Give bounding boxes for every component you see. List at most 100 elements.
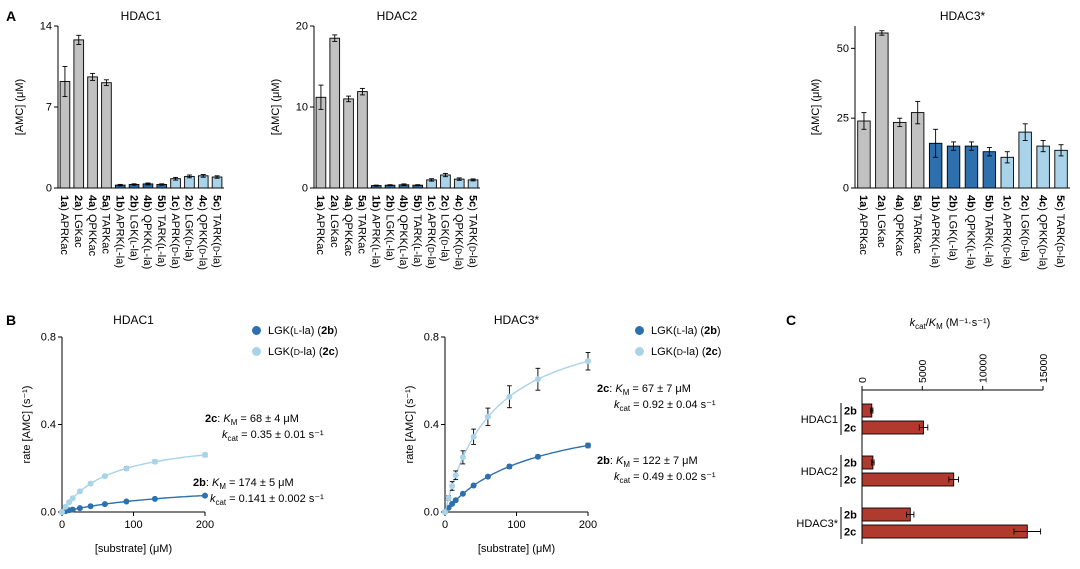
hdac3-kinetics-plot: HDAC3* rate [AMC] (s⁻¹) 0.0 0.4 0.8 0 100 200 [s…	[403, 312, 628, 569]
annotation-line2: kcat = 0.35 ± 0.01 s⁻¹	[222, 429, 324, 444]
hdac1-2b-kinetics-annotation: 2b: KM = 174 ± 5 μM kcat = 0.141 ± 0.002 …	[193, 476, 324, 509]
x-category-label: 5b) TARK(L-la)	[155, 195, 167, 267]
data-point	[449, 500, 456, 507]
data-point	[202, 492, 208, 499]
data-point	[459, 454, 466, 461]
row-label: 2c	[844, 475, 856, 487]
x-category-label: 5b) TARK(L-la)	[983, 195, 995, 267]
x-category-label: 4a) QPKKac	[893, 195, 905, 257]
y-tick-label: 0.0	[424, 507, 439, 519]
bar	[59, 81, 71, 189]
data-point	[484, 473, 491, 480]
bar	[861, 524, 1028, 539]
x-category-label: 4a) QPKKac	[86, 195, 98, 257]
x-category-label: 2b) LGK(L-la)	[127, 195, 139, 261]
y-tick-label: 0.0	[41, 507, 56, 519]
group-label: HDAC3*	[796, 518, 838, 530]
fit-curve	[444, 360, 589, 513]
y-tick-label: 0	[843, 183, 849, 195]
data-point	[470, 433, 477, 440]
x-category-label: 5a) TARKac	[356, 195, 368, 254]
legend-marker	[252, 326, 261, 335]
legend-item: LGK(D-la) (2c)	[252, 341, 338, 362]
row-label: 2c	[844, 527, 856, 539]
x-category-label: 4c) QPKK(D-la)	[1036, 195, 1048, 270]
panel-a-label: A	[6, 8, 17, 24]
x-category-label: 2a) LGKac	[328, 195, 340, 248]
data-point	[101, 473, 108, 480]
y-tick-label: 0.8	[424, 332, 439, 344]
x-category-label: 2c) LGK(D-la)	[439, 195, 451, 261]
x-category-label: 1c) APRK(D-la)	[1001, 195, 1013, 269]
legend-marker	[635, 326, 644, 335]
row-label: 2b	[844, 458, 857, 470]
legend-item: LGK(D-la) (2c)	[635, 341, 721, 362]
x-category-label: 1a) APRKac	[314, 195, 326, 255]
y-tick-label: 50	[837, 43, 849, 55]
data-point	[452, 497, 459, 504]
kcat-km-bar-chart: 0 5000 10000 15000 HDAC1 2b 2c HDAC2 2b 2c HDAC3* 2…	[795, 334, 1080, 569]
data-point	[452, 472, 459, 479]
row-label: 2c	[844, 423, 856, 435]
data-point	[87, 480, 94, 487]
annotation-line1: 2b: KM = 174 ± 5 μM	[193, 477, 294, 492]
fit-curve	[61, 494, 206, 513]
hdac3-2b-kinetics-annotation: 2b: KM = 122 ± 7 μM kcat = 0.49 ± 0.02 s⁻…	[597, 454, 716, 487]
x-category-label: 1b) APRK(L-la)	[370, 195, 382, 268]
x-category-label: 5c) TARK(D-la)	[210, 195, 222, 268]
annotation-line1: 2c: KM = 67 ± 7 μM	[597, 383, 691, 398]
x-category-label: 2b) LGK(L-la)	[383, 195, 395, 261]
data-point	[151, 458, 158, 465]
x-axis-label: [substrate] (μM)	[95, 543, 172, 555]
x-category-label: 4b) QPKK(L-la)	[141, 195, 153, 269]
data-point	[69, 506, 76, 513]
annotation-line1: 2c: KM = 68 ± 4 μM	[205, 413, 299, 428]
data-point	[151, 495, 158, 502]
chart-title: HDAC2	[377, 9, 418, 23]
y-tick-label: 0	[46, 183, 52, 195]
hdac3-bar-chart: HDAC3* [AMC] (μM) 0 25 50 1a) APRKac 2a) LGKac…	[808, 6, 1078, 311]
y-tick-label: 0.4	[41, 419, 56, 431]
bar	[73, 39, 85, 189]
hdac1-bar-chart: HDAC1 [AMC] (μM) 0 7 14 1a) APRKac 2a) LGKac 4a…	[12, 6, 227, 311]
fit-curve	[61, 454, 206, 513]
chart-title: HDAC1	[121, 9, 162, 23]
data-point	[442, 509, 448, 515]
chart-title: HDAC3*	[940, 9, 986, 23]
panel-b-label: B	[6, 312, 17, 328]
x-category-label: 2b) LGK(L-la)	[947, 195, 959, 261]
data-point	[449, 483, 456, 489]
x-category-label: 1c) APRK(D-la)	[169, 195, 181, 269]
data-point	[123, 465, 130, 472]
x-category-label: 2a) LGKac	[72, 195, 84, 248]
data-point	[506, 393, 513, 400]
data-point	[459, 490, 466, 497]
bar	[101, 82, 112, 189]
hdac3-2c-kinetics-annotation: 2c: KM = 67 ± 7 μM kcat = 0.92 ± 0.04 s⁻¹	[597, 382, 716, 415]
x-category-label: 1a) APRKac	[857, 195, 869, 255]
bar	[1036, 145, 1050, 189]
data-point	[87, 503, 94, 510]
data-point	[101, 501, 108, 508]
data-point	[62, 503, 69, 510]
x-category-label: 1a) APRKac	[58, 195, 70, 255]
y-tick-label: 7	[46, 102, 52, 114]
x-category-label: 1c) APRK(D-la)	[425, 195, 437, 269]
bar	[982, 151, 997, 189]
y-axis-label: rate [AMC] (s⁻¹)	[21, 386, 33, 464]
legend-label: LGK(D-la) (2c)	[268, 345, 339, 358]
data-point	[585, 442, 591, 449]
legend-item: LGK(L-la) (2b)	[635, 320, 721, 341]
fit-curve	[444, 444, 589, 513]
annotation-line2: kcat = 0.92 ± 0.04 s⁻¹	[614, 399, 716, 414]
row-label: 2b	[844, 510, 857, 522]
x-category-label: 5a) TARKac	[911, 195, 923, 254]
y-tick-label: 14	[40, 21, 52, 33]
bar	[343, 98, 354, 189]
y-tick-label: 10	[296, 102, 308, 114]
hdac3-bar-svg: HDAC3* [AMC] (μM) 0 25 50 1a) APRKac 2a) LGKac…	[810, 9, 1070, 270]
hdac1-mm-svg: HDAC1 rate [AMC] (s⁻¹) 0.0 0.4 0.8 0 100 200 [su…	[21, 313, 214, 555]
hdac1-kinetics-legend: LGK(L-la) (2b) LGK(D-la) (2c)	[252, 320, 338, 362]
